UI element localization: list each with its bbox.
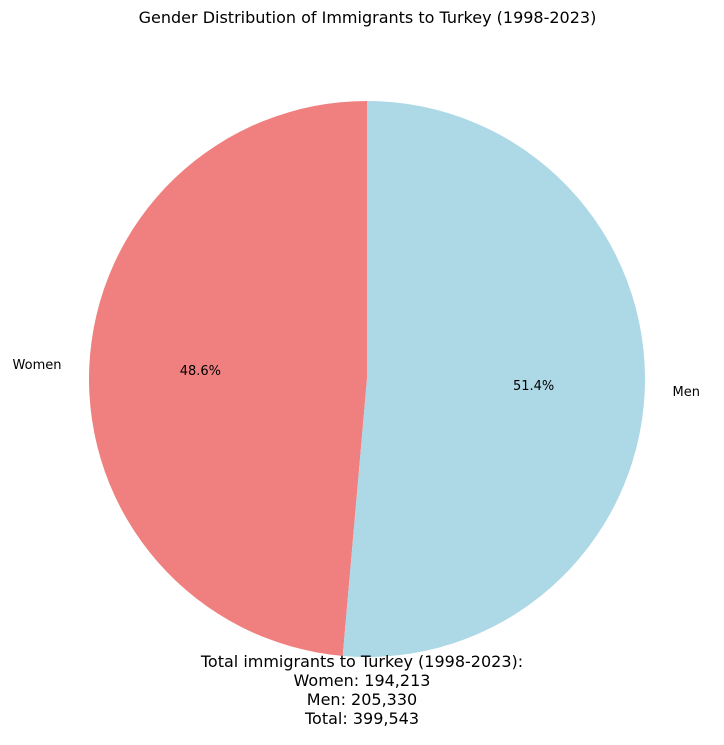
pie-slice-men xyxy=(342,101,646,658)
pie-slices xyxy=(89,101,646,658)
summary-heading: Total immigrants to Turkey (1998-2023): xyxy=(200,652,524,671)
chart-title: Gender Distribution of Immigrants to Tur… xyxy=(138,8,597,27)
summary-box: Total immigrants to Turkey (1998-2023): … xyxy=(0,652,724,728)
slice-label-women: Women xyxy=(13,358,62,373)
slice-label-men: Men xyxy=(673,385,700,400)
summary-men: Men: 205,330 xyxy=(306,690,418,709)
summary-total: Total: 399,543 xyxy=(304,709,419,728)
pie-slice-women xyxy=(89,101,367,656)
summary-women: Women: 194,213 xyxy=(293,671,431,690)
slice-percent-women: 48.6% xyxy=(180,364,221,379)
pie-labels: Women 48.6% Men 51.4% xyxy=(13,358,700,400)
slice-percent-men: 51.4% xyxy=(513,379,554,394)
